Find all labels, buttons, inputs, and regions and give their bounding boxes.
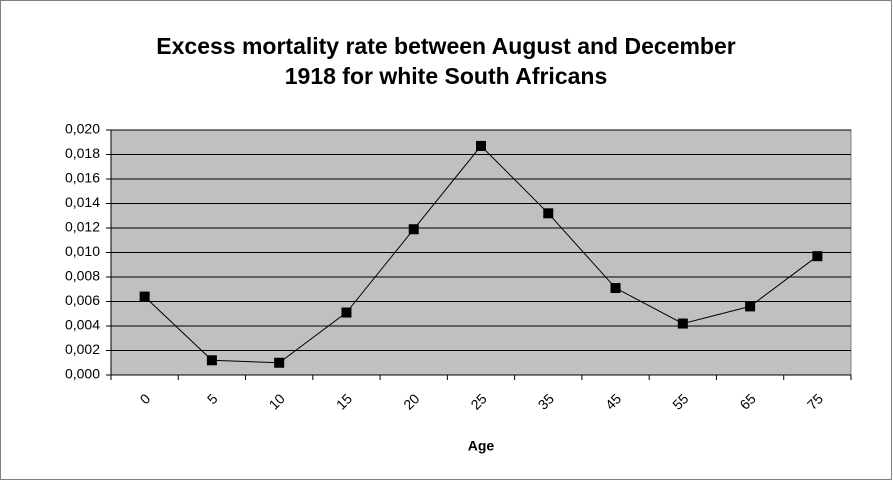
y-tick-label: 0,004 bbox=[65, 317, 100, 333]
x-axis-label: Age bbox=[468, 438, 495, 454]
chart-title: Excess mortality rate between August and… bbox=[156, 33, 736, 89]
data-point bbox=[341, 307, 352, 318]
data-point bbox=[812, 251, 823, 262]
data-point bbox=[677, 318, 688, 329]
data-point bbox=[476, 140, 486, 151]
y-tick-label: 0,018 bbox=[65, 145, 100, 161]
y-tick-label: 0,006 bbox=[65, 292, 100, 308]
data-point bbox=[139, 291, 150, 302]
y-tick-label: 0,010 bbox=[65, 243, 100, 259]
data-point bbox=[206, 355, 217, 366]
y-tick-label: 0,002 bbox=[65, 341, 100, 357]
data-point bbox=[408, 224, 419, 235]
data-point bbox=[610, 283, 621, 294]
y-tick-label: 0,014 bbox=[65, 194, 100, 210]
y-tick-label: 0,008 bbox=[65, 268, 100, 284]
data-point bbox=[274, 357, 285, 368]
y-tick-label: 0,012 bbox=[65, 219, 100, 235]
data-point bbox=[745, 301, 756, 312]
y-tick-label: 0,000 bbox=[65, 366, 100, 382]
y-tick-label: 0,016 bbox=[65, 170, 100, 186]
data-point bbox=[543, 208, 554, 219]
y-tick-label: 0,020 bbox=[65, 121, 100, 137]
